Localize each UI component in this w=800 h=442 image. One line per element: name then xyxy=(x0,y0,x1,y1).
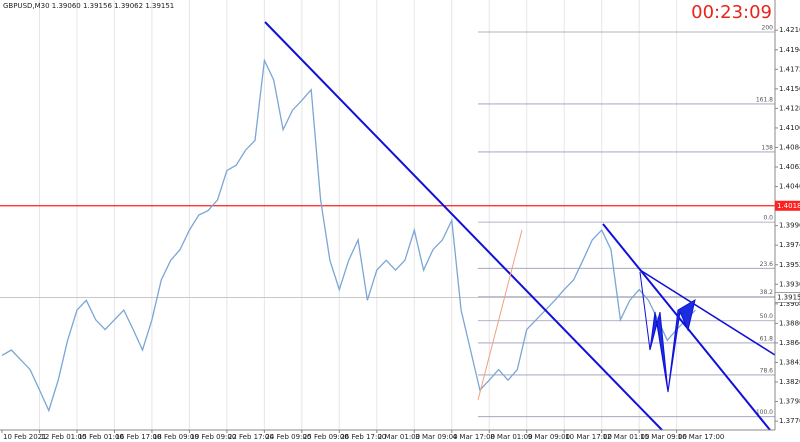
fib-label: 50.0 xyxy=(760,313,774,320)
y-tick-label: 1.42160 xyxy=(779,26,800,34)
fib-label: 61.8 xyxy=(760,335,774,342)
fib-label: 78.6 xyxy=(760,367,774,374)
x-tick-label: 8 Mar 01:00 xyxy=(490,433,532,441)
y-tick-label: 1.39740 xyxy=(779,241,800,249)
y-tick-label: 1.38200 xyxy=(779,378,800,386)
fib-label: 38.2 xyxy=(760,289,774,296)
trend-line xyxy=(264,21,663,431)
x-tick-label: 25 Feb 09:00 xyxy=(303,433,349,441)
x-tick-label: 4 Mar 17:00 xyxy=(453,433,495,441)
x-tick-label: 9 Mar 09:00 xyxy=(528,433,570,441)
x-tick-label: 18 Feb 09:00 xyxy=(153,433,199,441)
y-tick-label: 1.41500 xyxy=(779,85,800,93)
price-tag xyxy=(775,200,800,211)
x-tick-label: 15 Feb 01:00 xyxy=(78,433,124,441)
fib-anchor xyxy=(477,229,523,401)
x-tick-label: 15 Mar 09:00 xyxy=(640,433,687,441)
y-tick-label: 1.37980 xyxy=(779,398,800,406)
x-tick-label: 24 Feb 09:00 xyxy=(265,433,311,441)
price-line xyxy=(1,58,696,413)
fib-label: 0.0 xyxy=(763,215,773,222)
y-tick-label: 1.41720 xyxy=(779,65,800,73)
x-tick-label: 16 Feb 17:00 xyxy=(115,433,161,441)
x-tick-label: 22 Feb 17:00 xyxy=(228,433,274,441)
y-tick-label: 1.39080 xyxy=(779,300,800,308)
price-axis xyxy=(775,0,800,442)
x-tick-label: 12 Mar 01:00 xyxy=(603,433,650,441)
fib-label: 200 xyxy=(762,24,774,31)
fib-label: 138 xyxy=(762,144,774,151)
y-tick-label: 1.37760 xyxy=(779,417,800,425)
x-tick-label: 12 Feb 01:00 xyxy=(40,433,86,441)
x-tick-label: 19 Feb 09:00 xyxy=(190,433,236,441)
trend-line xyxy=(639,269,776,356)
y-tick-label: 1.39960 xyxy=(779,222,800,230)
y-tick-label: 1.40400 xyxy=(779,183,800,191)
y-tick-label: 1.38640 xyxy=(779,339,800,347)
y-tick-label: 1.40840 xyxy=(779,143,800,151)
x-tick-label: 2 Mar 01:00 xyxy=(378,433,420,441)
y-tick-label: 1.38860 xyxy=(779,319,800,327)
price-tag-label: 1.39151 xyxy=(777,294,800,302)
y-tick-label: 1.38420 xyxy=(779,358,800,366)
bar-timer: 00:23:09 xyxy=(691,2,772,23)
x-tick-label: 10 Feb 2021 xyxy=(3,433,47,441)
fib-label: 23.6 xyxy=(760,261,774,268)
y-tick-label: 1.40620 xyxy=(779,163,800,171)
price-tag-label: 1.40184 xyxy=(777,202,800,210)
x-tick-label: 3 Mar 09:00 xyxy=(415,433,457,441)
x-tick-label: 16 Mar 17:00 xyxy=(678,433,725,441)
harmonic-pattern xyxy=(639,271,696,393)
y-tick-label: 1.39300 xyxy=(779,280,800,288)
symbol-header: GBPUSD,M30 1.39060 1.39156 1.39062 1.391… xyxy=(3,2,174,10)
y-tick-label: 1.41060 xyxy=(779,124,800,132)
fib-label: 161.8 xyxy=(756,96,773,103)
fib-label: 100.0 xyxy=(756,409,773,416)
y-tick-label: 1.39520 xyxy=(779,261,800,269)
y-tick-label: 1.41940 xyxy=(779,46,800,54)
y-tick-label: 1.41280 xyxy=(779,104,800,112)
x-tick-label: 26 Feb 17:00 xyxy=(340,433,386,441)
x-tick-label: 10 Mar 17:00 xyxy=(565,433,612,441)
price-tag xyxy=(774,292,800,303)
